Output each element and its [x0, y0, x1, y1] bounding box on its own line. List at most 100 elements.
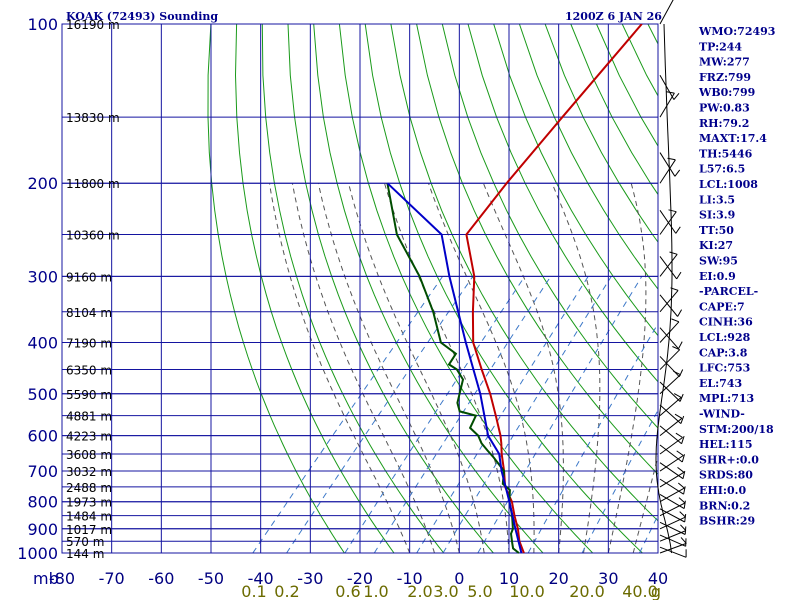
wind-barb	[659, 516, 686, 530]
height-label: 4223 m	[66, 430, 112, 444]
dry-adiabat	[261, 24, 445, 554]
index-value: -PARCEL-	[699, 285, 758, 298]
plot-grid	[61, 23, 659, 554]
pressure-tick-label: 600	[27, 427, 58, 446]
index-value: BRN:0.2	[699, 499, 750, 512]
wind-barb	[659, 455, 684, 472]
index-value: -WIND-	[699, 408, 745, 421]
wind-barb	[659, 530, 687, 542]
pressure-tick-label: 300	[27, 267, 58, 286]
parcel-line	[386, 182, 523, 554]
wind-barb-flag	[683, 500, 686, 509]
pressure-tick-label: 1000	[17, 544, 58, 563]
index-value: CAPE:7	[699, 300, 745, 313]
wind-barb	[659, 534, 686, 547]
station-title: KOAK (72493) Sounding	[66, 10, 218, 23]
wind-barb	[659, 462, 684, 480]
mixing-ratio-line	[344, 276, 526, 554]
index-value: SW:95	[699, 255, 738, 268]
wind-barb	[659, 256, 678, 280]
wind-barb-flag	[680, 415, 685, 424]
mixing-ratio-label: 20.0	[569, 582, 605, 600]
mixing-ratio-label: 40.0	[622, 582, 658, 600]
temperature-tick-label: -50	[198, 569, 224, 588]
moist-adiabat	[551, 183, 601, 554]
index-value: LI:3.5	[699, 193, 735, 206]
height-label: 8104 m	[66, 306, 112, 320]
wind-barb-flag	[679, 393, 684, 402]
height-label: 11800 m	[66, 177, 120, 191]
wind-barb	[659, 444, 683, 463]
height-label: 2488 m	[66, 481, 112, 495]
height-label: 5590 m	[66, 388, 112, 402]
index-value: LCL:1008	[699, 178, 758, 191]
index-value: LFC:753	[699, 362, 750, 375]
wind-barb-flag	[677, 467, 685, 473]
height-label: 16190 m	[66, 18, 120, 32]
mixing-ratio-label: 0.2	[274, 582, 299, 600]
wind-barb	[659, 487, 685, 503]
index-value: KI:27	[699, 239, 733, 252]
wind-barb	[659, 397, 682, 417]
wind-barb	[659, 159, 676, 184]
wind-barb	[659, 374, 681, 395]
wind-barb-flag	[676, 450, 684, 456]
wind-barb	[659, 152, 676, 177]
mixing-ratio-label: 3.0	[433, 582, 458, 600]
dry-adiabat	[234, 24, 395, 554]
wind-barb	[659, 294, 678, 317]
index-value: EL:743	[699, 377, 742, 390]
temperature-tick-label: -30	[297, 569, 323, 588]
index-value: EHI:0.0	[699, 484, 746, 497]
index-value: FRZ:799	[699, 71, 751, 84]
index-value: CINH:36	[699, 316, 753, 329]
wind-barb	[659, 381, 681, 402]
temperature-tick-label: -40	[248, 569, 274, 588]
temperature-tick-label: 0	[454, 569, 464, 588]
wind-barb-flag	[667, 157, 676, 161]
height-label: 1484 m	[66, 510, 112, 524]
wind-barb-flag	[684, 513, 687, 523]
wind-barb	[659, 404, 682, 424]
wind-barb	[659, 211, 677, 235]
wind-barb	[659, 521, 686, 535]
mixing-ratio-label: g	[651, 582, 661, 600]
pressure-tick-label: 700	[27, 462, 58, 481]
index-value: SI:3.9	[699, 209, 735, 222]
index-value: HEL:115	[699, 438, 753, 451]
mixing-ratio-label: 0.6	[335, 582, 360, 600]
temperature-tick-label: -10	[397, 569, 423, 588]
index-value: L57:6.5	[699, 163, 745, 176]
moist-adiabat	[317, 183, 460, 554]
wind-barb	[659, 210, 677, 234]
index-value: MW:277	[699, 56, 750, 69]
wind-barb-flag	[674, 413, 683, 419]
wind-barb	[659, 290, 679, 313]
temperature-tick-label: 30	[598, 569, 618, 588]
mixing-ratio-line	[286, 276, 474, 554]
height-label: 6350 m	[66, 364, 112, 378]
wind-barb-flag	[677, 309, 683, 317]
height-label: 144 m	[66, 547, 104, 561]
wind-barb	[659, 437, 683, 455]
pressure-tick-label: 900	[27, 520, 58, 539]
wind-barb-flag	[673, 92, 680, 100]
temperature-tick-label: 20	[548, 569, 568, 588]
temperature-tick-label: -70	[99, 569, 125, 588]
mixing-ratio-label: 2.0	[407, 582, 432, 600]
sounding-time: 1200Z 6 JAN 26	[565, 10, 662, 23]
height-label: 1973 m	[66, 496, 112, 510]
mixing-ratio-line	[252, 276, 444, 554]
pressure-tick-label: 100	[27, 15, 58, 34]
height-label: 7190 m	[66, 336, 112, 350]
moist-adiabat	[348, 183, 485, 554]
wind-barb	[659, 349, 681, 370]
wind-barb-flag	[682, 470, 686, 479]
temperature-tick-label: -80	[49, 569, 75, 588]
mixing-ratio-label: 5.0	[467, 582, 492, 600]
wind-barbs	[655, 0, 687, 558]
wind-barb-flag	[668, 209, 677, 213]
wind-barb-flag	[675, 432, 683, 438]
index-value: PW:0.83	[699, 102, 750, 115]
